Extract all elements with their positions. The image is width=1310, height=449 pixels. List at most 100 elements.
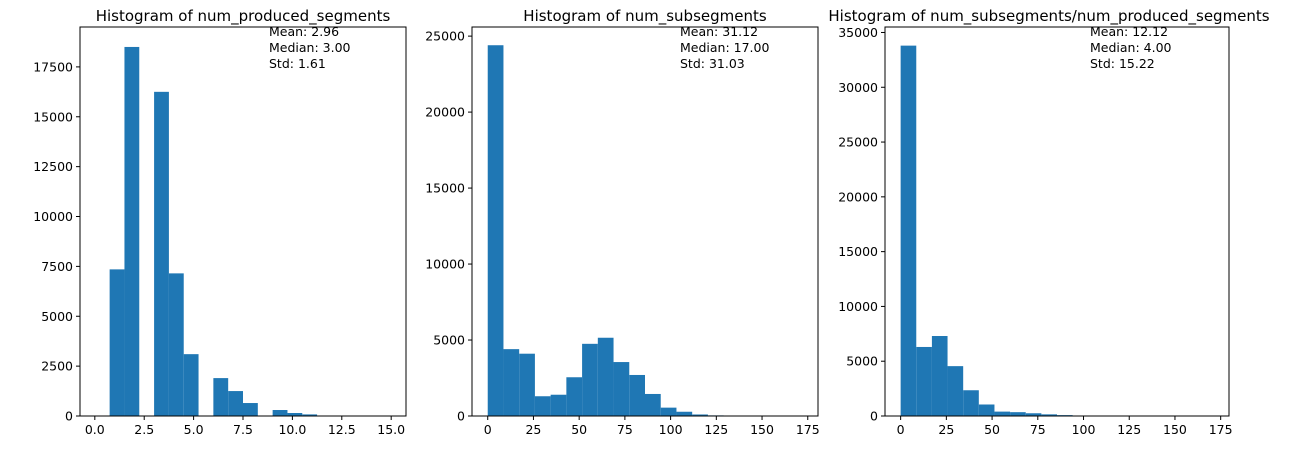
histogram-bar [676, 411, 693, 416]
plot-frame [884, 26, 1230, 417]
plot-frame [471, 26, 819, 417]
x-tick-label: 0.0 [85, 422, 105, 437]
mean-text: Mean: 2.96 [269, 24, 339, 39]
histogram-bar [109, 269, 125, 416]
histogram-bar [213, 378, 229, 416]
histogram-bar [272, 410, 288, 416]
histogram-bar [692, 414, 708, 416]
y-tick-label: 0 [870, 409, 878, 424]
histogram-bar [900, 45, 917, 416]
x-tick-label: 50 [571, 422, 587, 437]
stats-annotation: Mean: 31.12 Median: 17.00 Std: 31.03 [680, 24, 769, 71]
x-tick-label: 0 [897, 422, 905, 437]
y-tick-label: 2500 [41, 359, 73, 374]
histogram-bar [660, 407, 677, 416]
mean-text: Mean: 31.12 [680, 24, 758, 39]
histogram-bar [566, 377, 583, 416]
x-tick-label: 175 [796, 422, 820, 437]
y-tick-label: 12500 [33, 159, 73, 174]
y-axis: 0 5000 10000 15000 20000 25000 [425, 29, 472, 424]
histogram-bar [978, 404, 995, 416]
histogram-bar [1025, 413, 1042, 416]
histogram-bar [243, 403, 258, 416]
histogram-bar [168, 273, 184, 416]
std-text: Std: 15.22 [1090, 56, 1155, 71]
histogram-bar [916, 346, 932, 416]
median-text: Median: 3.00 [269, 40, 351, 55]
chart-title: Histogram of num_subsegments [523, 7, 767, 26]
histogram-bar [613, 362, 630, 416]
y-tick-label: 17500 [33, 59, 73, 74]
x-tick-label: 5.0 [184, 422, 204, 437]
histogram-bar [487, 45, 504, 416]
x-tick-label: 50 [984, 422, 1000, 437]
y-tick-label: 10000 [33, 209, 73, 224]
y-tick-label: 10000 [838, 299, 878, 314]
chart-title: Histogram of num_produced_segments [96, 7, 391, 26]
mean-text: Mean: 12.12 [1090, 24, 1168, 39]
x-tick-label: 100 [1072, 422, 1096, 437]
y-tick-label: 0 [65, 409, 73, 424]
y-tick-label: 10000 [425, 257, 465, 272]
x-tick-label: 150 [750, 422, 774, 437]
x-axis: 0 25 50 75 100 125 150 175 [484, 416, 820, 437]
histogram-bar [963, 390, 979, 416]
histogram-bar [931, 336, 948, 416]
y-tick-label: 15000 [425, 181, 465, 196]
y-tick-label: 30000 [838, 80, 878, 95]
median-text: Median: 4.00 [1090, 40, 1172, 55]
x-tick-label: 15.0 [377, 422, 405, 437]
histogram-bar [228, 391, 243, 416]
y-tick-label: 7500 [41, 259, 73, 274]
x-tick-label: 100 [659, 422, 683, 437]
histogram-bar [645, 393, 661, 416]
x-tick-label: 2.5 [134, 422, 154, 437]
y-tick-label: 20000 [838, 189, 878, 204]
plot-frame [79, 26, 407, 417]
y-axis: 0 2500 5000 7500 10000 12500 15000 17500 [33, 59, 80, 424]
bar-group [900, 45, 1214, 416]
histogram-bar [582, 343, 598, 416]
histogram-bar [154, 91, 169, 416]
y-tick-label: 25000 [838, 135, 878, 150]
std-text: Std: 31.03 [680, 56, 745, 71]
histogram-bar [534, 396, 551, 416]
histogram-bar [124, 46, 140, 416]
y-tick-label: 35000 [838, 25, 878, 40]
histogram-bar [287, 413, 303, 416]
x-tick-label: 25 [938, 422, 954, 437]
x-tick-label: 175 [1209, 422, 1233, 437]
y-tick-label: 5000 [846, 354, 878, 369]
y-tick-label: 15000 [33, 109, 73, 124]
chart-title: Histogram of num_subsegments/num_produce… [828, 7, 1269, 26]
histogram-bar [550, 394, 567, 416]
histogram-panel-ratio: Histogram of num_subsegments/num_produce… [828, 7, 1269, 437]
bar-group [487, 45, 803, 416]
bar-group [109, 46, 377, 416]
y-axis: 0 5000 10000 15000 20000 25000 30000 35000 [838, 25, 885, 424]
histogram-bar [503, 349, 520, 416]
x-tick-label: 75 [617, 422, 633, 437]
histogram-bar [597, 337, 614, 416]
y-tick-label: 25000 [425, 29, 465, 44]
histogram-bar [183, 354, 199, 416]
histogram-bar [519, 353, 535, 416]
x-tick-label: 125 [1117, 422, 1141, 437]
x-tick-label: 25 [525, 422, 541, 437]
y-tick-label: 5000 [41, 309, 73, 324]
histogram-bar [1041, 414, 1057, 416]
histogram-panel-num-produced-segments: Histogram of num_produced_segments 0.0 2.… [33, 7, 407, 437]
y-tick-label: 20000 [425, 105, 465, 120]
y-tick-label: 5000 [433, 333, 465, 348]
x-axis: 0.0 2.5 5.0 7.5 10.0 12.5 15.0 [85, 416, 405, 437]
stats-annotation: Mean: 12.12 Median: 4.00 Std: 15.22 [1090, 24, 1172, 71]
histogram-bar [994, 411, 1011, 416]
histogram-bar [947, 366, 964, 416]
x-tick-label: 7.5 [233, 422, 253, 437]
stats-annotation: Mean: 2.96 Median: 3.00 Std: 1.61 [269, 24, 351, 71]
histogram-bar [302, 414, 318, 416]
x-tick-label: 10.0 [278, 422, 306, 437]
x-tick-label: 75 [1030, 422, 1046, 437]
x-tick-label: 125 [704, 422, 728, 437]
